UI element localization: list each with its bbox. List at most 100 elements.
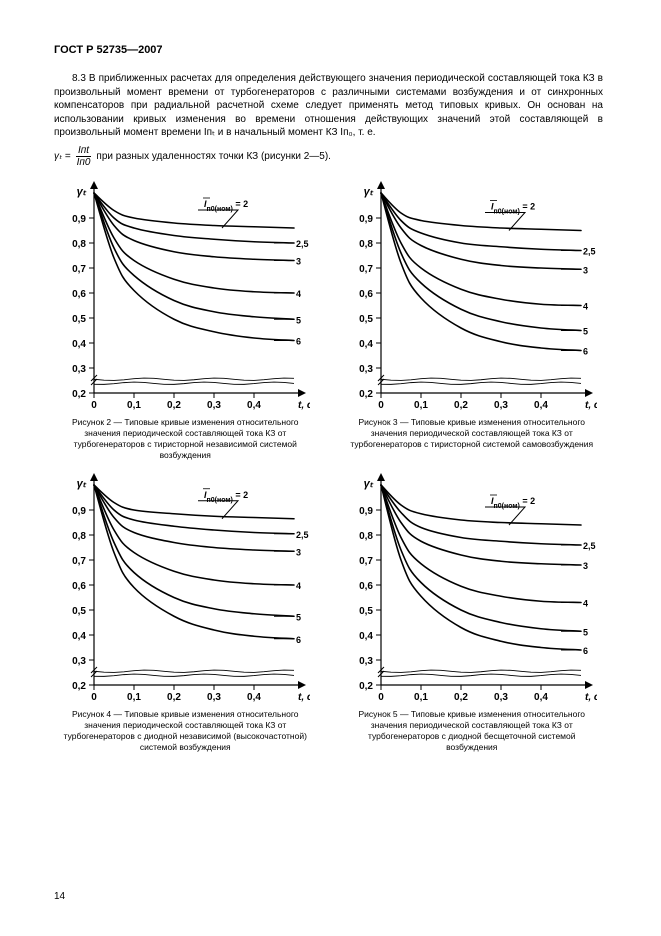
formula-numerator: Iпt (76, 146, 91, 157)
svg-text:0,5: 0,5 (359, 314, 373, 325)
chart-block-fig5: 0 0,1 0,2 0,3 0,4 t, c 0,2 0,3 0,4 0,5 0,6 0,7 0,8 0,… (341, 469, 604, 753)
svg-text:0,9: 0,9 (72, 506, 86, 517)
svg-text:0,2: 0,2 (454, 692, 468, 703)
svg-text:0,4: 0,4 (247, 400, 261, 411)
caption-fig3: Рисунок 3 — Типовые кривые изменения отн… (341, 417, 604, 450)
svg-text:5: 5 (583, 627, 588, 637)
charts-grid: 0 0,1 0,2 0,3 0,4 t, c 0,2 0,3 0,4 0,5 0,6 0,7 0,8 0,… (54, 177, 603, 753)
svg-text:0,6: 0,6 (72, 289, 86, 300)
svg-text:0,5: 0,5 (72, 606, 86, 617)
svg-text:t, c: t, c (298, 400, 310, 411)
svg-text:0,2: 0,2 (359, 389, 373, 400)
svg-text:0,2: 0,2 (454, 400, 468, 411)
svg-text:0,6: 0,6 (72, 581, 86, 592)
svg-text:γₜ: γₜ (363, 186, 373, 198)
caption-fig4: Рисунок 4 — Типовые кривые изменения отн… (54, 709, 317, 753)
formula-tail: при разных удаленностях точки КЗ (рисунк… (96, 150, 331, 164)
svg-text:t, c: t, c (298, 692, 310, 703)
svg-text:6: 6 (296, 634, 301, 644)
svg-text:0,3: 0,3 (494, 400, 508, 411)
svg-text:0,3: 0,3 (359, 656, 373, 667)
svg-text:0,7: 0,7 (359, 264, 373, 275)
chart-block-fig2: 00,10,20,30,4t, c0,20,30,40,50,60,70,80,… (54, 177, 317, 461)
svg-text:0,8: 0,8 (72, 531, 86, 542)
chart-block-fig4: 0 0,1 0,2 0,3 0,4 t, c 0,2 0,3 0,4 0,5 0,6 0,7 0,8 0,… (54, 469, 317, 753)
svg-text:0,7: 0,7 (72, 264, 86, 275)
svg-text:0,3: 0,3 (207, 692, 221, 703)
chart-fig4: 0 0,1 0,2 0,3 0,4 t, c 0,2 0,3 0,4 0,5 0,6 0,7 0,8 0,… (60, 469, 310, 705)
formula-lhs: γₜ = (54, 150, 71, 164)
svg-text:0,9: 0,9 (359, 214, 373, 225)
svg-text:6: 6 (583, 346, 588, 356)
svg-text:0,6: 0,6 (359, 581, 373, 592)
svg-text:0,4: 0,4 (359, 339, 373, 350)
chart-fig5: 0 0,1 0,2 0,3 0,4 t, c 0,2 0,3 0,4 0,5 0,6 0,7 0,8 0,… (347, 469, 597, 705)
svg-text:0: 0 (378, 692, 384, 703)
svg-text:0,3: 0,3 (494, 692, 508, 703)
svg-text:0,3: 0,3 (359, 364, 373, 375)
svg-text:0: 0 (91, 692, 97, 703)
svg-text:2,5: 2,5 (296, 239, 309, 249)
svg-text:0,8: 0,8 (72, 239, 86, 250)
svg-text:6: 6 (296, 336, 301, 346)
svg-text:5: 5 (296, 315, 301, 325)
svg-text:0,3: 0,3 (207, 400, 221, 411)
svg-text:0,4: 0,4 (534, 400, 548, 411)
svg-text:2,5: 2,5 (296, 529, 309, 539)
svg-text:2,5: 2,5 (583, 541, 596, 551)
svg-text:0,5: 0,5 (359, 606, 373, 617)
svg-text:2,5: 2,5 (583, 246, 596, 256)
svg-text:0: 0 (91, 400, 97, 411)
svg-text:0,3: 0,3 (72, 364, 86, 375)
svg-text:0,7: 0,7 (72, 556, 86, 567)
svg-text:0,4: 0,4 (534, 692, 548, 703)
svg-text:Iп0(ном) = 2: Iп0(ном) = 2 (491, 201, 535, 215)
svg-text:0,4: 0,4 (359, 631, 373, 642)
svg-text:t, c: t, c (585, 400, 597, 411)
svg-text:5: 5 (583, 326, 588, 336)
chart-fig2: 00,10,20,30,4t, c0,20,30,40,50,60,70,80,… (60, 177, 310, 413)
caption-fig5: Рисунок 5 — Типовые кривые изменения отн… (341, 709, 604, 753)
svg-text:0,2: 0,2 (167, 400, 181, 411)
svg-text:3: 3 (296, 256, 301, 266)
svg-text:0,9: 0,9 (359, 506, 373, 517)
svg-text:0,4: 0,4 (72, 339, 86, 350)
svg-text:0,1: 0,1 (127, 692, 141, 703)
svg-text:γₜ: γₜ (77, 186, 87, 198)
svg-text:4: 4 (583, 598, 588, 608)
svg-text:0: 0 (378, 400, 384, 411)
svg-text:6: 6 (583, 646, 588, 656)
svg-text:Iп0(ном) = 2: Iп0(ном) = 2 (204, 489, 248, 503)
formula-denominator: Iп0 (75, 157, 93, 169)
formula-fraction: Iпt Iп0 (75, 146, 93, 169)
svg-text:0,1: 0,1 (414, 692, 428, 703)
svg-text:Iп0(ном) = 2: Iп0(ном) = 2 (491, 496, 535, 510)
page: ГОСТ Р 52735—2007 8.3 В приближенных рас… (0, 0, 661, 936)
svg-text:3: 3 (583, 265, 588, 275)
svg-text:Iп0(ном) = 2: Iп0(ном) = 2 (204, 199, 248, 213)
svg-text:0,4: 0,4 (72, 631, 86, 642)
svg-text:0,2: 0,2 (359, 681, 373, 692)
svg-text:0,8: 0,8 (359, 531, 373, 542)
svg-text:4: 4 (296, 289, 301, 299)
svg-text:γₜ: γₜ (77, 478, 87, 490)
svg-text:t, c: t, c (585, 692, 597, 703)
svg-text:0,4: 0,4 (247, 692, 261, 703)
svg-text:0,2: 0,2 (72, 681, 86, 692)
page-number: 14 (54, 891, 65, 902)
svg-text:3: 3 (296, 547, 301, 557)
chart-block-fig3: 00,10,20,30,4t, c0,20,30,40,50,60,70,80,… (341, 177, 604, 461)
svg-text:0,2: 0,2 (167, 692, 181, 703)
doc-header: ГОСТ Р 52735—2007 (54, 44, 603, 56)
svg-text:0,6: 0,6 (359, 289, 373, 300)
chart-fig3: 00,10,20,30,4t, c0,20,30,40,50,60,70,80,… (347, 177, 597, 413)
caption-fig2: Рисунок 2 — Типовые кривые изменения отн… (54, 417, 317, 461)
svg-text:γₜ: γₜ (363, 478, 373, 490)
svg-text:0,7: 0,7 (359, 556, 373, 567)
svg-text:5: 5 (296, 612, 301, 622)
svg-text:3: 3 (583, 561, 588, 571)
svg-text:0,3: 0,3 (72, 656, 86, 667)
svg-text:0,5: 0,5 (72, 314, 86, 325)
svg-text:0,9: 0,9 (72, 214, 86, 225)
svg-text:0,2: 0,2 (72, 389, 86, 400)
